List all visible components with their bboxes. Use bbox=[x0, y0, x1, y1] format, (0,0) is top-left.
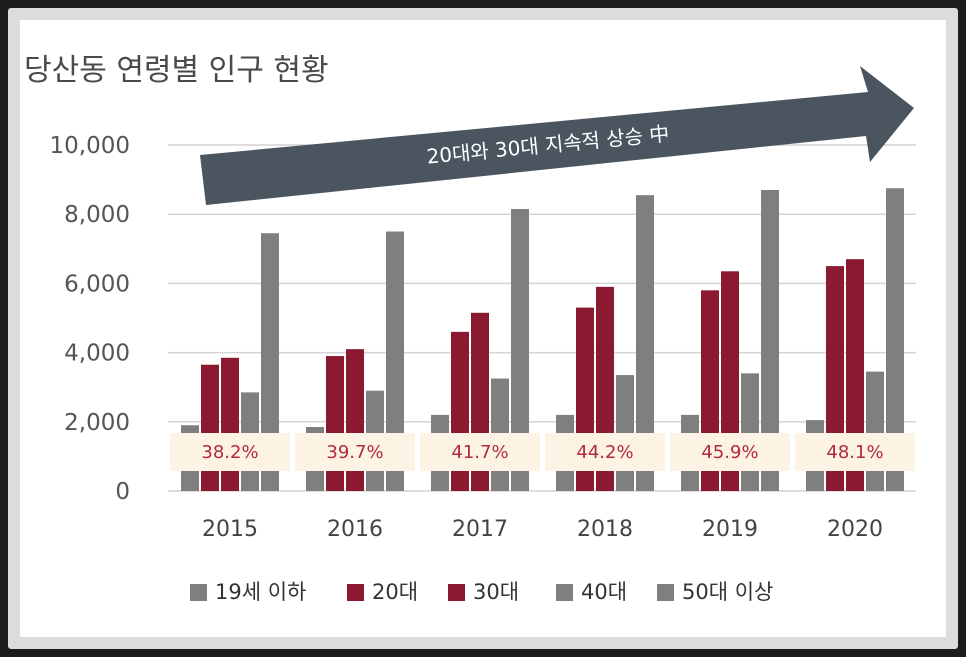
bar bbox=[886, 188, 904, 491]
legend-label: 50대 이상 bbox=[682, 580, 773, 604]
y-tick-label: 4,000 bbox=[64, 341, 130, 367]
legend: 19세 이하 20대 30대 40대 50대 이상 bbox=[190, 580, 773, 604]
chart-title: 당산동 연령별 인구 현황 bbox=[24, 53, 329, 88]
legend-label: 40대 bbox=[581, 580, 627, 604]
bar bbox=[761, 189, 779, 492]
bar bbox=[866, 371, 884, 491]
y-tick-label: 8,000 bbox=[64, 202, 130, 228]
legend-swatch bbox=[347, 584, 364, 601]
legend-label: 20대 bbox=[372, 580, 418, 604]
x-tick-label: 2016 bbox=[327, 517, 383, 542]
bar bbox=[261, 233, 279, 492]
x-tick-label: 2017 bbox=[452, 517, 508, 542]
share-label-box bbox=[295, 433, 415, 471]
y-tick-label: 2,000 bbox=[64, 410, 130, 436]
y-tick-label: 10,000 bbox=[50, 133, 130, 159]
y-tick-label: 6,000 bbox=[64, 271, 130, 297]
bar bbox=[386, 231, 404, 491]
share-label: 44.2% bbox=[576, 442, 633, 463]
share-label: 38.2% bbox=[201, 442, 258, 463]
bar bbox=[741, 373, 759, 491]
legend-swatch bbox=[190, 584, 207, 601]
share-label: 41.7% bbox=[451, 442, 508, 463]
share-label-box bbox=[795, 433, 915, 471]
x-tick-label: 2020 bbox=[827, 517, 883, 542]
x-tick-label: 2019 bbox=[702, 517, 758, 542]
share-label: 45.9% bbox=[701, 442, 758, 463]
x-axis: 2015 2016 2017 2018 2019 2020 bbox=[202, 517, 883, 542]
share-label: 39.7% bbox=[326, 442, 383, 463]
y-axis: 0 2,000 4,000 6,000 8,000 10,000 bbox=[50, 133, 130, 505]
x-tick-label: 2018 bbox=[577, 517, 633, 542]
legend-label: 19세 이하 bbox=[215, 580, 306, 604]
bar bbox=[201, 364, 219, 491]
share-labels: 38.2% 39.7% 41.7% 44.2% 45.9% 48.1% bbox=[170, 433, 915, 471]
legend-swatch bbox=[556, 584, 573, 601]
bar bbox=[511, 209, 529, 491]
bar bbox=[636, 195, 654, 492]
share-label-box bbox=[170, 433, 290, 471]
y-tick-label: 0 bbox=[115, 479, 130, 505]
x-tick-label: 2015 bbox=[202, 517, 258, 542]
legend-swatch bbox=[657, 584, 674, 601]
bar bbox=[221, 357, 239, 491]
share-label: 48.1% bbox=[826, 442, 883, 463]
share-label-box bbox=[545, 433, 665, 471]
trend-arrow-shape bbox=[200, 66, 914, 205]
legend-label: 30대 bbox=[473, 580, 519, 604]
share-label-box bbox=[420, 433, 540, 471]
legend-swatch bbox=[448, 584, 465, 601]
share-label-box bbox=[670, 433, 790, 471]
